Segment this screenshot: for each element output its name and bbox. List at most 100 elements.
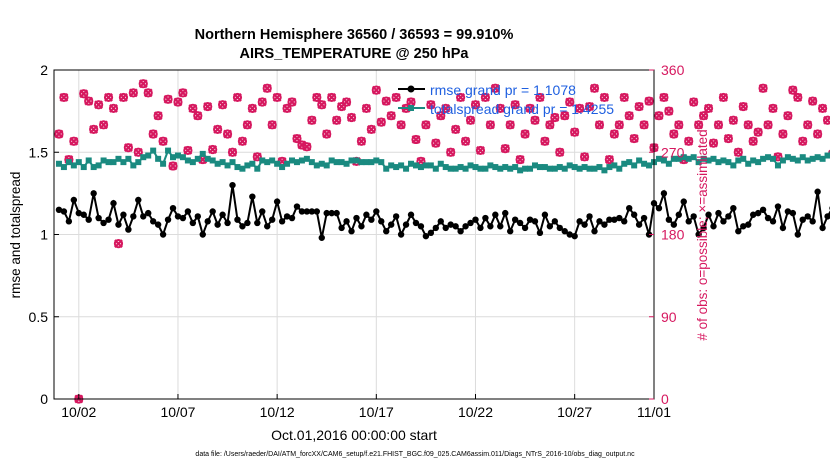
totalspread-point bbox=[655, 155, 662, 162]
obs-assimilated-point bbox=[223, 129, 232, 139]
obs-assimilated-point bbox=[163, 94, 173, 104]
axes: 10/02 10/07 10/12 10/17 10/22 10/27 11/0100.51… bbox=[29, 62, 685, 420]
totalspread-point bbox=[264, 159, 271, 166]
totalspread-point bbox=[665, 160, 672, 167]
obs-assimilated-point bbox=[243, 120, 252, 130]
x-axis-label: Oct.01,2016 00:00:00 start bbox=[271, 427, 437, 443]
obs-assimilated-point bbox=[585, 102, 594, 111]
obs-assimilated-point bbox=[510, 100, 520, 110]
totalspread-point bbox=[403, 165, 410, 172]
obs-assimilated-point bbox=[694, 120, 704, 130]
obs-assimilated-point bbox=[604, 155, 614, 164]
totalspread-point bbox=[279, 164, 286, 171]
legend-entry-rmse: rmse grand pr = 1.1078 bbox=[398, 82, 576, 98]
rmse-point bbox=[249, 193, 256, 200]
y-right-tick-label: 180 bbox=[661, 227, 685, 243]
totalspread-point bbox=[809, 155, 816, 162]
totalspread-point bbox=[606, 164, 613, 171]
rmse-point bbox=[506, 228, 514, 235]
y-right-axis-label: # of obs: o=possible; ×=assimilated bbox=[695, 129, 710, 340]
grid bbox=[54, 70, 654, 399]
obs-assimilated-point bbox=[233, 93, 242, 102]
totalspread-point bbox=[452, 165, 459, 172]
obs-assimilated-point bbox=[188, 104, 198, 113]
rmse-point bbox=[328, 209, 335, 217]
obs-assimilated-point bbox=[124, 143, 133, 153]
obs-assimilated-point bbox=[515, 155, 525, 164]
totalspread-point bbox=[318, 160, 325, 167]
y-tick-label: 1.5 bbox=[29, 144, 49, 160]
totalspread-point bbox=[784, 154, 791, 161]
obs-assimilated-point bbox=[426, 100, 436, 110]
y-axis-label: rmse and totalspread bbox=[8, 172, 23, 299]
totalspread-point bbox=[259, 157, 266, 164]
obs-assimilated-point bbox=[753, 127, 763, 137]
obs-assimilated-point bbox=[312, 93, 322, 102]
rmse-point bbox=[531, 218, 539, 225]
obs-assimilated-point bbox=[719, 93, 728, 102]
rmse-point bbox=[254, 219, 261, 227]
totalspread-point bbox=[715, 159, 722, 166]
obs-assimilated-point bbox=[143, 88, 153, 98]
rmse-point bbox=[234, 216, 241, 223]
totalspread-point bbox=[398, 162, 405, 169]
rmse-point bbox=[135, 196, 142, 204]
totalspread-point bbox=[774, 162, 781, 169]
rmse-point bbox=[140, 213, 147, 220]
obs-assimilated-point bbox=[267, 120, 277, 130]
totalspread-point bbox=[120, 159, 127, 166]
rmse-point bbox=[472, 216, 479, 223]
totalspread-point bbox=[179, 154, 186, 161]
x-tick-label: 10/27 bbox=[557, 404, 592, 420]
totalspread-point bbox=[670, 155, 677, 162]
y-tick-label: 0 bbox=[40, 391, 48, 407]
obs-assimilated-point bbox=[213, 125, 223, 134]
rmse-point bbox=[313, 208, 321, 215]
obs-assimilated-point bbox=[366, 125, 376, 134]
obs-assimilated-point bbox=[109, 104, 118, 113]
rmse-point bbox=[80, 211, 87, 218]
totalspread-point bbox=[412, 162, 419, 169]
obs-assimilated-point bbox=[431, 138, 441, 148]
totalspread-point bbox=[760, 155, 767, 162]
rmse-point bbox=[75, 209, 82, 217]
totalspread-point bbox=[393, 164, 400, 171]
totalspread-point bbox=[174, 152, 181, 159]
totalspread-point bbox=[323, 162, 330, 169]
rmse-point bbox=[601, 221, 608, 228]
rmse-point bbox=[819, 224, 826, 232]
obs-assimilated-point bbox=[94, 100, 104, 110]
obs-assimilated-point bbox=[808, 96, 818, 106]
obs-assimilated-point bbox=[629, 134, 639, 143]
totalspread-point bbox=[209, 157, 216, 164]
totalspread-point bbox=[705, 157, 712, 164]
obs-assimilated-point bbox=[114, 239, 123, 249]
obs-assimilated-point bbox=[570, 127, 580, 137]
obs-assimilated-point bbox=[257, 97, 267, 107]
totalspread-point bbox=[383, 165, 390, 172]
legend-entry-spread: totalspread grand pr = 1.4255 bbox=[398, 101, 614, 117]
totalspread-point bbox=[437, 160, 444, 167]
rmse-point bbox=[353, 214, 360, 222]
totalspread-point bbox=[576, 165, 583, 172]
totalspread-point bbox=[541, 164, 548, 171]
obs-assimilated-point bbox=[396, 120, 406, 130]
totalspread-point bbox=[551, 165, 558, 172]
totalspread-point bbox=[90, 164, 97, 171]
obs-assimilated-point bbox=[456, 93, 465, 102]
totalspread-point bbox=[477, 165, 484, 172]
rmse-point bbox=[348, 228, 355, 235]
obs-assimilated-point bbox=[411, 135, 421, 144]
totalspread-point bbox=[110, 159, 117, 166]
rmse-point bbox=[804, 213, 811, 220]
totalspread-point bbox=[303, 155, 310, 162]
obs-assimilated-point bbox=[183, 146, 193, 155]
obs-assimilated-point bbox=[208, 145, 218, 154]
rmse-point bbox=[120, 211, 127, 218]
totalspread-point bbox=[422, 162, 429, 169]
rmse-point bbox=[437, 218, 444, 225]
obs-assimilated-point bbox=[376, 117, 386, 127]
rmse-point bbox=[690, 213, 697, 220]
totalspread-point bbox=[229, 159, 236, 166]
rmse-point bbox=[769, 218, 777, 225]
